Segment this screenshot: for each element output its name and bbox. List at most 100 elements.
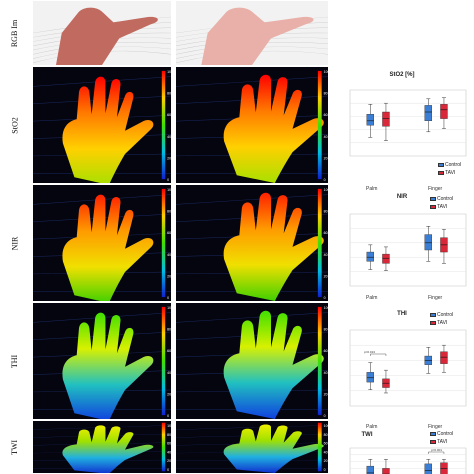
chart-title: StO2 [%] bbox=[389, 72, 415, 78]
twi-hand-image: 100 80 60 40 20 0 bbox=[176, 421, 328, 473]
colorbar-tick-label: 40 bbox=[167, 135, 171, 139]
colorbar-ticks: 100 80 60 40 20 0 bbox=[324, 424, 328, 472]
chart-plot-sto2 bbox=[349, 89, 467, 157]
legend-swatch-tavi bbox=[430, 321, 436, 325]
colorbar-tick-label: 60 bbox=[167, 113, 171, 117]
group-label-palm: Palm bbox=[366, 186, 378, 192]
hand-image-svg bbox=[176, 185, 328, 301]
colorbar-tick-label: 100 bbox=[324, 188, 328, 192]
colorbar-tick-label: 40 bbox=[167, 253, 171, 257]
colorbar-tick-label: 40 bbox=[324, 253, 328, 257]
colorbar-tick-label: 20 bbox=[167, 392, 171, 396]
colorbar-tick-label: 40 bbox=[167, 371, 171, 375]
row-label-nir: NIR bbox=[10, 236, 20, 250]
chart-twi: Palm Finger TWI p=0.001 Control TAVI bbox=[334, 424, 470, 474]
colorbar-tick-label: 0 bbox=[167, 178, 169, 182]
box-control-finger bbox=[424, 105, 433, 122]
colorbar-tick-label: 60 bbox=[167, 231, 171, 235]
nir-hand-image: 100 80 60 40 20 0 bbox=[176, 185, 328, 301]
legend-tavi: TAVI bbox=[430, 439, 447, 445]
colorbar-tick-label: 20 bbox=[324, 459, 328, 463]
colorbar-tick-label: 60 bbox=[324, 231, 328, 235]
colorbar-tick-label: 0 bbox=[167, 468, 169, 472]
colorbar-tick-label: 100 bbox=[167, 188, 171, 192]
colorbar-tick-label: 100 bbox=[167, 70, 171, 74]
colorbar-tick-label: 60 bbox=[167, 442, 171, 446]
box-control-finger bbox=[424, 234, 433, 251]
legend-swatch-control bbox=[430, 197, 436, 201]
box-control-palm bbox=[366, 251, 374, 262]
box-control-finger bbox=[424, 463, 433, 474]
legend-control: Control bbox=[438, 162, 461, 168]
colorbar-tick-label: 20 bbox=[324, 392, 328, 396]
colorbar-tick-label: 20 bbox=[167, 459, 171, 463]
row-label-sto2: StO2 bbox=[10, 116, 20, 134]
hand-image-svg bbox=[33, 1, 171, 65]
sto2-hand-image: 100 80 60 40 20 0 bbox=[176, 67, 328, 183]
colorbar-tick-label: 20 bbox=[324, 274, 328, 278]
box-control-palm bbox=[366, 465, 374, 474]
colorbar-tick-label: 40 bbox=[324, 135, 328, 139]
colorbar-tick-label: 60 bbox=[324, 442, 328, 446]
legend-swatch-control bbox=[438, 163, 444, 167]
significance-annotation: p=0.001 bbox=[431, 448, 442, 452]
colorbar-ticks: 100 80 60 40 20 0 bbox=[324, 70, 328, 182]
colorbar-tick-label: 20 bbox=[167, 156, 171, 160]
legend-control: Control bbox=[430, 431, 453, 437]
colorbar-tick-label: 100 bbox=[167, 306, 171, 310]
hand-image-svg bbox=[176, 303, 328, 419]
hand-image-svg bbox=[33, 421, 171, 473]
hand-image-svg bbox=[33, 185, 171, 301]
colorbar-tick-label: 20 bbox=[324, 156, 328, 160]
nir-hand-image: 100 80 60 40 20 0 bbox=[33, 185, 171, 301]
significance-bracket bbox=[428, 451, 445, 454]
colorbar-tick-label: 80 bbox=[167, 92, 171, 96]
chart-plot-twi bbox=[349, 447, 467, 474]
colorbar-tick-label: 0 bbox=[324, 178, 326, 182]
colorbar-tick-label: 0 bbox=[324, 468, 326, 472]
group-label-finger: Finger bbox=[428, 295, 443, 301]
colorbar-tick-label: 20 bbox=[167, 274, 171, 278]
group-label-palm: Palm bbox=[366, 295, 378, 301]
chart-title: THI bbox=[397, 311, 407, 317]
row-label-rgb: RGB Im bbox=[10, 19, 20, 47]
colorbar-tick-label: 60 bbox=[324, 113, 328, 117]
chart-nir: Palm Finger NIR Control TAVI bbox=[334, 186, 470, 308]
colorbar-tick-label: 80 bbox=[324, 433, 328, 437]
hand-image-svg bbox=[33, 67, 171, 183]
legend-swatch-tavi bbox=[430, 205, 436, 209]
twi-hand-image: 100 80 60 40 20 0 bbox=[33, 421, 171, 473]
hand-image-svg bbox=[33, 303, 171, 419]
group-label-finger: Finger bbox=[428, 186, 443, 192]
row-label-twi: TWI bbox=[10, 439, 20, 455]
hand-image-svg bbox=[176, 1, 328, 65]
hand-photo bbox=[33, 1, 171, 65]
colorbar-tick-label: 0 bbox=[324, 296, 326, 300]
colorbar-tick-label: 100 bbox=[324, 70, 328, 74]
colorbar-ticks: 100 80 60 40 20 0 bbox=[324, 306, 328, 418]
colorbar-tick-label: 40 bbox=[324, 450, 328, 454]
colorbar-ticks: 100 80 60 40 20 0 bbox=[167, 424, 171, 472]
legend-tavi: TAVI bbox=[430, 204, 447, 210]
legend-tavi: TAVI bbox=[430, 320, 447, 326]
colorbar-tick-label: 40 bbox=[324, 371, 328, 375]
colorbar-tick-label: 80 bbox=[324, 328, 328, 332]
colorbar-ticks: 100 80 60 40 20 0 bbox=[167, 306, 171, 418]
colorbar-tick-label: 60 bbox=[167, 349, 171, 353]
colorbar-ticks: 100 80 60 40 20 0 bbox=[167, 70, 171, 182]
colorbar-ticks: 100 80 60 40 20 0 bbox=[324, 188, 328, 300]
colorbar-ticks: 100 80 60 40 20 0 bbox=[167, 188, 171, 300]
hand-image-svg bbox=[176, 421, 328, 473]
colorbar-tick-label: 100 bbox=[167, 424, 171, 428]
box-tavi-palm bbox=[382, 111, 390, 127]
box-tavi-finger bbox=[440, 351, 448, 364]
box-control-palm bbox=[366, 114, 374, 126]
colorbar-tick-label: 80 bbox=[167, 328, 171, 332]
colorbar-tick-label: 80 bbox=[167, 210, 171, 214]
colorbar-tick-label: 80 bbox=[324, 210, 328, 214]
colorbar-tick-label: 100 bbox=[324, 424, 328, 428]
thi-hand-image: 100 80 60 40 20 0 bbox=[176, 303, 328, 419]
group-label-palm: Palm bbox=[366, 424, 378, 430]
box-tavi-palm bbox=[382, 468, 390, 474]
box-control-palm bbox=[366, 372, 374, 383]
